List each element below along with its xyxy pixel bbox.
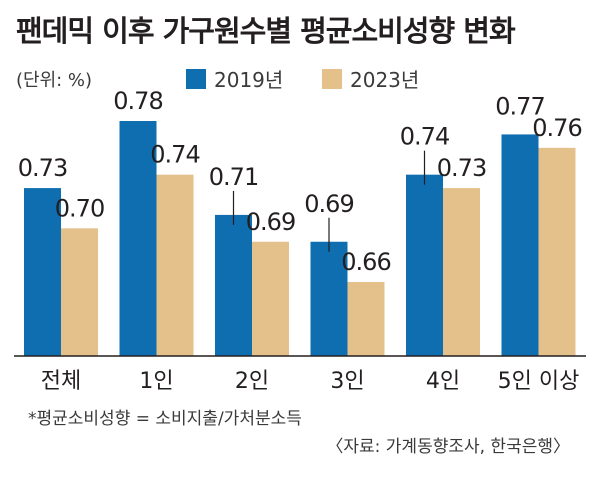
value-label-2019-4: 0.74 [400, 123, 449, 151]
bar-2023-5 [538, 147, 576, 356]
chart-title: 팬데믹 이후 가구원수별 평균소비성향 변화 [16, 14, 516, 48]
source-note: 〈자료: 가계동향조사, 한국은행〉 [326, 437, 570, 457]
value-label-2019-2: 0.71 [209, 163, 258, 191]
category-labels-group: 전체 1인 2인 3인 4인 5인 이상 [41, 369, 580, 394]
bar-2023-3 [347, 282, 385, 356]
legend-swatch-2023 [322, 68, 342, 89]
legend-label-2019: 2019년 [214, 68, 284, 92]
bar-2019-4 [406, 174, 443, 356]
bar-2023-0 [61, 228, 98, 356]
category-label-4: 4인 [426, 369, 460, 394]
value-label-2019-0: 0.73 [18, 154, 67, 182]
legend-item-2019: 2019년 [186, 64, 283, 93]
bar-2019-1 [119, 121, 157, 356]
category-label-0: 전체 [41, 369, 81, 394]
bars-group [24, 121, 576, 356]
legend-swatch-2019 [186, 68, 206, 89]
value-label-2019-5: 0.77 [495, 92, 544, 120]
legend-label-2023: 2023년 [350, 68, 420, 92]
category-label-3: 3인 [330, 369, 364, 394]
bar-2023-1 [156, 174, 194, 356]
bar-2019-0 [24, 188, 61, 356]
bar-2019-5 [501, 134, 539, 356]
value-label-2023-2: 0.69 [246, 208, 295, 236]
value-label-2023-5: 0.76 [532, 114, 581, 142]
value-labels-group: 0.73 0.70 0.78 0.74 0.71 0.69 0.69 0.66 0.74 0.73… [18, 87, 583, 276]
value-label-2023-3: 0.66 [341, 248, 390, 276]
legend-item-2023: 2023년 [322, 64, 419, 93]
value-label-2019-1: 0.78 [113, 87, 162, 115]
unit-label: (단위: %) [16, 70, 93, 91]
bar-2019-3 [310, 241, 348, 356]
category-label-2: 2인 [235, 369, 269, 394]
category-label-1: 1인 [139, 369, 173, 394]
value-label-2023-0: 0.70 [55, 194, 104, 222]
bar-2019-2 [215, 214, 252, 356]
footnote: *평균소비성향 = 소비지출/가처분소득 [28, 409, 302, 429]
value-label-2023-1: 0.74 [150, 141, 199, 169]
value-label-2019-3: 0.69 [304, 190, 353, 218]
value-label-2023-4: 0.73 [437, 154, 486, 182]
category-label-5: 5인 이상 [498, 369, 580, 394]
bar-2023-2 [252, 241, 289, 356]
bar-2023-4 [443, 188, 480, 356]
